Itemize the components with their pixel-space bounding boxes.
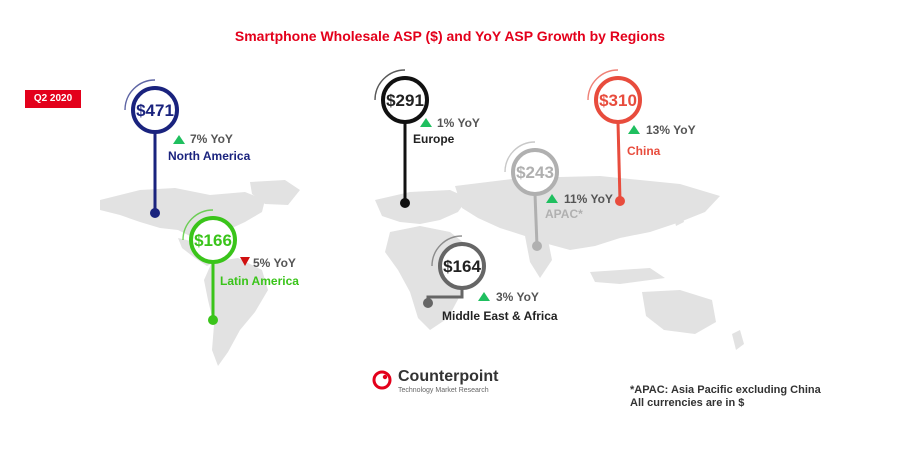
map-europe: [375, 190, 468, 224]
map-south-america: [204, 258, 268, 366]
region-marker-north-america: $471 7% YoY North America: [124, 79, 251, 218]
yoy-up-icon: [478, 292, 490, 301]
region-marker-middle-east-africa: $164 3% YoY Middle East & Africa: [423, 235, 558, 323]
asp-circle-china: [594, 76, 642, 124]
map-asia: [455, 176, 720, 250]
location-dot-europe: [400, 198, 410, 208]
map-new-zealand: [732, 330, 744, 350]
location-dot-north-america: [150, 208, 160, 218]
map-indonesia: [590, 268, 665, 284]
arc-middle-east-africa: [431, 235, 463, 267]
asp-circle-latin-america: [189, 216, 237, 264]
location-dot-latin-america: [208, 315, 218, 325]
region-name-china: China: [627, 144, 661, 158]
arc-latin-america: [182, 209, 214, 241]
brand-tagline: Technology Market Research: [398, 387, 489, 394]
asp-value-middle-east-africa: $164: [443, 257, 481, 276]
arc-europe: [374, 69, 406, 101]
footnotes: *APAC: Asia Pacific excluding China All …: [630, 384, 821, 410]
asp-circle-apac: [511, 148, 559, 196]
map-india: [525, 236, 552, 278]
map-japan: [672, 206, 684, 226]
yoy-label-latin-america: 5% YoY: [253, 256, 296, 270]
asp-value-china: $310: [599, 91, 637, 110]
counterpoint-logo: Counterpoint Technology Market Research: [372, 368, 512, 398]
asp-circle-europe: [381, 76, 429, 124]
region-marker-europe: $291 1% YoY Europe: [374, 69, 480, 208]
arc-north-america: [124, 79, 156, 111]
yoy-up-icon: [628, 125, 640, 134]
region-name-middle-east-africa: Middle East & Africa: [442, 309, 558, 323]
location-dot-middle-east-africa: [423, 298, 433, 308]
region-name-north-america: North America: [168, 149, 251, 163]
asp-value-apac: $243: [516, 163, 554, 182]
asp-value-europe: $291: [386, 91, 424, 110]
period-badge: Q2 2020: [25, 90, 81, 108]
footnote-apac: *APAC: Asia Pacific excluding China: [630, 384, 821, 396]
region-name-apac: APAC*: [545, 207, 583, 221]
arc-apac: [504, 141, 536, 173]
yoy-label-china: 13% YoY: [646, 123, 696, 137]
yoy-up-icon: [420, 118, 432, 127]
footnote-currency: All currencies are in $: [630, 397, 745, 409]
region-name-latin-america: Latin America: [220, 274, 299, 288]
stem-apac: [533, 193, 539, 247]
brand-name: Counterpoint: [398, 368, 499, 385]
yoy-down-icon: [240, 257, 250, 266]
map-north-america: [100, 188, 265, 240]
yoy-label-apac: 11% YoY: [564, 192, 613, 206]
map-greenland: [250, 180, 300, 205]
map-australia: [642, 290, 716, 334]
stem-china: [616, 121, 622, 202]
location-dot-apac: [532, 241, 542, 251]
counterpoint-logo-icon: [372, 370, 392, 390]
location-dot-china: [615, 196, 625, 206]
asp-circle-middle-east-africa: [438, 242, 486, 290]
yoy-label-middle-east-africa: 3% YoY: [496, 290, 539, 304]
yoy-up-icon: [173, 135, 185, 144]
chart-title: Smartphone Wholesale ASP ($) and YoY ASP…: [234, 28, 666, 44]
asp-value-latin-america: $166: [194, 231, 232, 250]
arc-china: [587, 69, 619, 101]
region-marker-latin-america: $166 5% YoY Latin America: [182, 209, 299, 325]
asp-value-north-america: $471: [136, 101, 174, 120]
region-marker-china: $310 13% YoY China: [587, 69, 696, 206]
yoy-label-north-america: 7% YoY: [190, 132, 233, 146]
yoy-label-europe: 1% YoY: [437, 116, 480, 130]
region-name-europe: Europe: [413, 132, 455, 146]
yoy-up-icon: [546, 194, 558, 203]
asp-circle-north-america: [131, 86, 179, 134]
